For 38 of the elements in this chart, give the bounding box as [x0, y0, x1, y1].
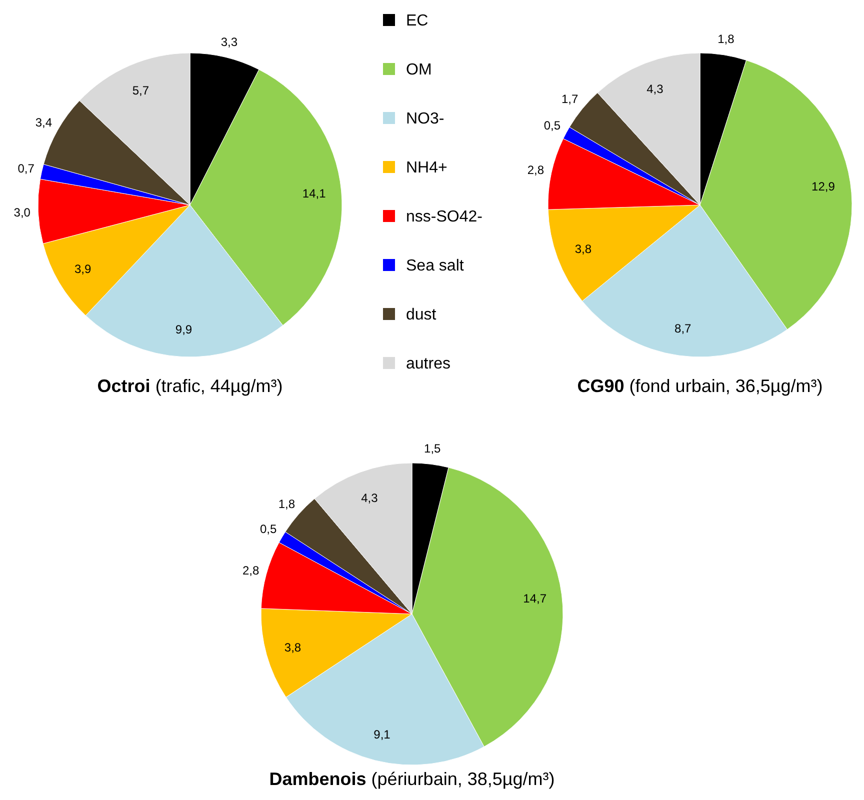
- data-label: 0,7: [18, 161, 35, 176]
- legend-label: OM: [406, 62, 432, 79]
- data-label: 0,5: [544, 118, 561, 132]
- text: Dambenois: [269, 769, 366, 789]
- data-label: 2,8: [242, 563, 260, 578]
- text: (fond urbain, 36,5µg/m³): [624, 376, 823, 396]
- data-label: 3,8: [284, 640, 302, 655]
- data-label: 3,4: [35, 116, 52, 130]
- data-label: 4,3: [361, 490, 378, 505]
- legend-label: nss-SO42-: [406, 208, 482, 226]
- data-label: 1,8: [718, 32, 735, 46]
- data-label: 9,1: [374, 727, 391, 742]
- data-label: 5,7: [132, 84, 150, 98]
- data-label: 4,3: [646, 82, 664, 96]
- data-label: 3,8: [574, 242, 592, 256]
- data-label: 14,7: [523, 592, 547, 606]
- legend-label: Sea salt: [406, 258, 464, 275]
- data-label: 14,1: [302, 186, 326, 201]
- legend-label: NH4+: [406, 160, 448, 177]
- data-label: 3,3: [220, 34, 238, 49]
- text: (trafic, 44µg/m³): [150, 376, 283, 396]
- data-label: 8,7: [674, 322, 692, 336]
- data-label: 1,7: [561, 92, 578, 106]
- data-label: 9,9: [175, 322, 192, 337]
- legend-label: dust: [406, 306, 437, 324]
- data-label: 3,9: [74, 262, 92, 276]
- legend-label: autres: [406, 356, 450, 373]
- text: CG90: [577, 376, 624, 396]
- data-label: 1,5: [424, 441, 442, 456]
- legend-label: NO3-: [406, 110, 444, 128]
- data-label: 1,8: [278, 496, 296, 511]
- text: Octroi: [97, 376, 150, 396]
- legend-label: EC: [406, 12, 428, 30]
- data-label: 3,0: [14, 205, 31, 220]
- data-label: 12,9: [812, 179, 836, 194]
- data-label: 0,5: [260, 522, 277, 536]
- data-label: 2,8: [527, 163, 544, 178]
- text: (périurbain, 38,5µg/m³): [366, 769, 555, 789]
